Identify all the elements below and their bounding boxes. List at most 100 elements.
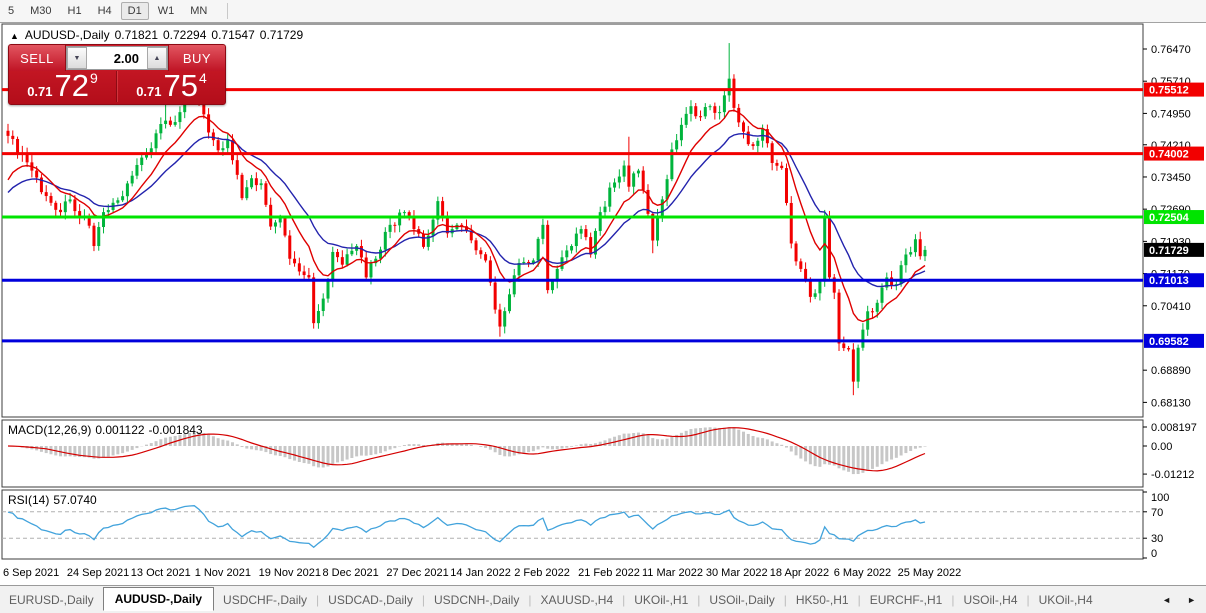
candle-body xyxy=(11,135,15,139)
candle-body xyxy=(789,202,793,244)
ma-fast-line xyxy=(7,109,926,323)
sell-price[interactable]: 0.71 72 9 xyxy=(9,70,117,102)
timeframe-w1[interactable]: W1 xyxy=(157,5,175,17)
candle-body xyxy=(254,178,258,186)
candle-body xyxy=(856,347,860,382)
tab-hk50-h1[interactable]: HK50-,H1 xyxy=(795,592,849,607)
candle-body xyxy=(498,309,502,327)
tab-usdcnh-daily[interactable]: USDCNH-,Daily xyxy=(433,592,520,607)
date-axis-label: 24 Sep 2021 xyxy=(67,567,129,579)
candle-body xyxy=(861,329,865,348)
candle-body xyxy=(584,229,588,238)
date-axis-label: 11 Mar 2022 xyxy=(642,567,703,579)
price-axis-label: 0.70410 xyxy=(1151,301,1191,313)
buy-price[interactable]: 0.71 75 4 xyxy=(117,70,225,102)
chart-title: AUDUSD-,Daily xyxy=(24,28,110,42)
tab-usdchf-daily[interactable]: USDCHF-,Daily xyxy=(223,592,308,607)
candle-body xyxy=(718,112,722,114)
candle-body xyxy=(211,132,215,141)
candle-body xyxy=(302,271,306,276)
date-axis-label: 6 Sep 2021 xyxy=(3,567,59,579)
toolbar-divider xyxy=(227,3,229,19)
price-axis-label: 0.68890 xyxy=(1151,365,1191,377)
candle-body xyxy=(264,183,268,205)
candle-body xyxy=(613,182,617,188)
price-badge-label: 0.74002 xyxy=(1149,149,1189,161)
candle-body xyxy=(870,311,874,313)
tab-scroll-right-icon[interactable]: ► xyxy=(1187,594,1196,605)
date-axis-label: 21 Feb 2022 xyxy=(578,567,640,579)
candle-body xyxy=(293,258,297,264)
timeframe-d1[interactable]: D1 xyxy=(120,2,149,20)
tab-usdcad-daily[interactable]: USDCAD-,Daily xyxy=(328,592,413,607)
candle-body xyxy=(799,261,803,269)
tab-audusd-daily[interactable]: AUDUSD-,Daily xyxy=(102,586,215,611)
candle-body xyxy=(866,311,870,330)
candle-body xyxy=(756,140,760,147)
tab-eurusd-daily[interactable]: EURUSD-,Daily xyxy=(9,592,94,607)
candle-body xyxy=(149,148,153,154)
candle-body xyxy=(379,249,383,259)
candle-body xyxy=(106,210,110,213)
buy-button[interactable]: BUY xyxy=(168,45,225,71)
candle-body xyxy=(49,196,53,203)
candle-body xyxy=(250,178,254,188)
candle-body xyxy=(842,343,846,349)
candle-body xyxy=(68,199,72,202)
candle-body xyxy=(235,160,239,175)
candle-body xyxy=(87,216,91,226)
buy-price-point: 4 xyxy=(199,70,207,86)
candle-body xyxy=(493,282,497,310)
macd-value: 0.001122 xyxy=(95,423,145,437)
macd-axis-label: 0.008197 xyxy=(1151,422,1197,434)
volume-decrease-button[interactable]: ▼ xyxy=(67,47,87,69)
rsi-axis-label: 0 xyxy=(1151,548,1157,560)
one-click-trade-panel: SELL ▼ 2.00 ▲ BUY 0.71 72 9 0.71 75 4 xyxy=(8,44,226,105)
candle-body xyxy=(646,189,650,214)
tab-ukoil-h1[interactable]: UKOil-,H1 xyxy=(634,592,689,607)
tab-ukoil-h4[interactable]: UKOil-,H4 xyxy=(1038,592,1093,607)
candle-body xyxy=(751,144,755,147)
tab-xauusd-h4[interactable]: XAUUSD-,H4 xyxy=(540,592,614,607)
sell-button[interactable]: SELL xyxy=(9,45,66,71)
candle-body xyxy=(622,165,626,177)
candle-body xyxy=(531,260,535,264)
candle-body xyxy=(484,254,488,261)
macd-axis-label: -0.01212 xyxy=(1151,469,1194,481)
candle-body xyxy=(474,240,478,251)
candle-body xyxy=(273,222,277,227)
tab-eurchf-h1[interactable]: EURCHF-,H1 xyxy=(869,592,943,607)
price-axis-label: 0.68130 xyxy=(1151,397,1191,409)
timeframe-m30[interactable]: M30 xyxy=(30,5,52,17)
timeframe-h4[interactable]: H4 xyxy=(97,5,112,17)
volume-input[interactable]: 2.00 xyxy=(87,47,147,69)
volume-increase-button[interactable]: ▲ xyxy=(147,47,167,69)
candle-body xyxy=(636,170,640,174)
timeframe-5[interactable]: 5 xyxy=(8,5,15,17)
sell-price-prefix: 0.71 xyxy=(27,83,53,99)
price-badge-label: 0.69582 xyxy=(1149,336,1189,348)
candle-body xyxy=(216,140,220,151)
price-badge-label: 0.72504 xyxy=(1149,212,1190,224)
candle-body xyxy=(336,251,340,258)
chart-header: ▲ AUDUSD-,Daily 0.71821 0.72294 0.71547 0.717… xyxy=(10,28,308,42)
timeframe-h1[interactable]: H1 xyxy=(67,5,82,17)
candle-body xyxy=(775,162,779,166)
candle-body xyxy=(522,261,526,263)
tab-divider: | xyxy=(857,592,861,607)
timeframe-mn[interactable]: MN xyxy=(190,5,208,17)
candle-body xyxy=(383,231,387,250)
tab-scroll-left-icon[interactable]: ◄ xyxy=(1162,594,1172,605)
candle-body xyxy=(512,275,516,295)
candle-body xyxy=(331,251,335,281)
tab-usoil-h4[interactable]: USOil-,H4 xyxy=(963,592,1018,607)
symbol-marker-icon: ▲ xyxy=(10,31,19,41)
candle-body xyxy=(97,227,101,247)
tab-usoil-daily[interactable]: USOil-,Daily xyxy=(709,592,775,607)
price-badge xyxy=(1144,333,1204,348)
price-badge-label: 0.71729 xyxy=(1149,245,1189,257)
candle-body xyxy=(732,78,736,108)
candle-body xyxy=(73,199,77,212)
